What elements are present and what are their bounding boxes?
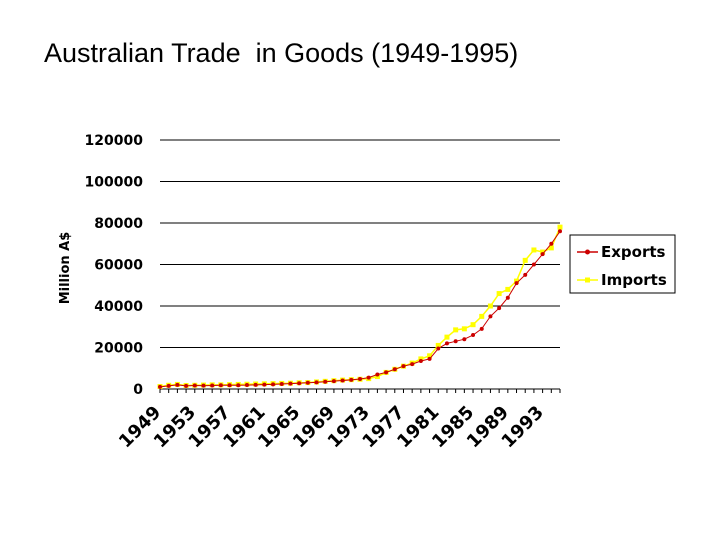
data-point-exports (340, 378, 345, 383)
y-tick-label: 60000 (94, 258, 143, 274)
data-point-imports (487, 303, 493, 309)
data-point-exports (227, 383, 232, 388)
data-point-exports (201, 383, 206, 388)
data-point-exports (262, 382, 267, 387)
data-point-imports (548, 245, 554, 251)
data-point-exports (410, 362, 415, 367)
data-point-imports (453, 327, 459, 333)
data-point-imports (557, 224, 563, 230)
data-point-exports (505, 295, 510, 300)
data-point-exports (418, 358, 423, 363)
data-point-exports (384, 370, 389, 375)
slide-title: Australian Trade in Goods (1949-1995) (44, 38, 519, 68)
legend-label: Imports (601, 271, 667, 289)
data-point-exports (497, 306, 502, 311)
data-point-imports (418, 356, 424, 362)
data-point-exports (253, 382, 258, 387)
data-point-exports (540, 252, 545, 257)
y-tick-label: 100000 (85, 175, 144, 191)
data-point-exports (297, 381, 302, 386)
legend-box (569, 234, 676, 294)
y-tick-label: 20000 (94, 341, 143, 357)
data-point-imports (514, 278, 520, 284)
data-point-exports (366, 375, 371, 380)
y-tick-label: 80000 (94, 216, 143, 232)
data-point-imports (444, 334, 450, 340)
data-point-exports (558, 229, 562, 234)
y-axis-label: Million A$ (58, 232, 73, 305)
x-tick-labels: 1949195319571961196519691973197719811985… (115, 402, 548, 452)
data-point-exports (549, 241, 554, 246)
data-point-exports (471, 333, 476, 338)
data-point-exports (444, 341, 449, 346)
data-point-exports (514, 281, 519, 286)
gridlines (160, 139, 560, 348)
data-point-exports (236, 383, 241, 388)
data-point-exports (279, 382, 284, 387)
data-series (157, 224, 563, 390)
data-point-exports (288, 381, 293, 386)
data-point-exports (314, 380, 319, 385)
data-point-imports (470, 322, 476, 328)
data-point-exports (244, 383, 249, 388)
data-point-exports (427, 356, 432, 361)
legend: Exports Imports (569, 234, 676, 294)
data-point-exports (453, 339, 458, 344)
data-point-exports (392, 367, 397, 372)
data-point-exports (305, 380, 310, 385)
data-point-imports (374, 374, 380, 380)
data-point-exports (488, 314, 493, 319)
data-point-exports (479, 326, 484, 331)
data-point-exports (358, 377, 362, 382)
data-point-exports (349, 377, 354, 382)
legend-marker-exports (585, 249, 590, 255)
data-point-exports (323, 379, 328, 384)
data-point-exports (531, 262, 536, 267)
data-point-exports (218, 383, 223, 388)
data-point-exports (184, 383, 189, 388)
data-point-exports (210, 383, 215, 388)
legend-label: Exports (601, 243, 666, 261)
data-point-imports (540, 249, 546, 255)
data-point-exports (401, 364, 406, 369)
legend-marker-imports (585, 277, 590, 283)
data-point-exports (436, 346, 441, 351)
y-tick-label: 40000 (94, 299, 143, 315)
data-point-exports (166, 383, 171, 388)
data-point-imports (531, 247, 537, 253)
y-tick-label: 120000 (85, 133, 144, 149)
data-point-imports (427, 353, 433, 359)
data-point-exports (375, 372, 380, 377)
data-point-imports (461, 326, 467, 332)
data-point-exports (523, 272, 528, 277)
data-point-imports (505, 286, 511, 292)
data-point-imports (496, 291, 502, 297)
axes (159, 388, 561, 393)
data-point-exports (331, 379, 336, 384)
data-point-imports (435, 342, 441, 348)
data-point-exports (158, 384, 162, 389)
data-point-exports (175, 382, 180, 387)
data-point-exports (192, 383, 197, 388)
data-point-imports (522, 257, 528, 263)
data-point-exports (271, 382, 276, 387)
data-point-exports (462, 337, 467, 342)
data-point-imports (479, 313, 485, 319)
y-tick-label: 0 (133, 382, 143, 398)
y-tick-labels: 0 20000 40000 60000 80000 100000 120000 (85, 133, 144, 398)
